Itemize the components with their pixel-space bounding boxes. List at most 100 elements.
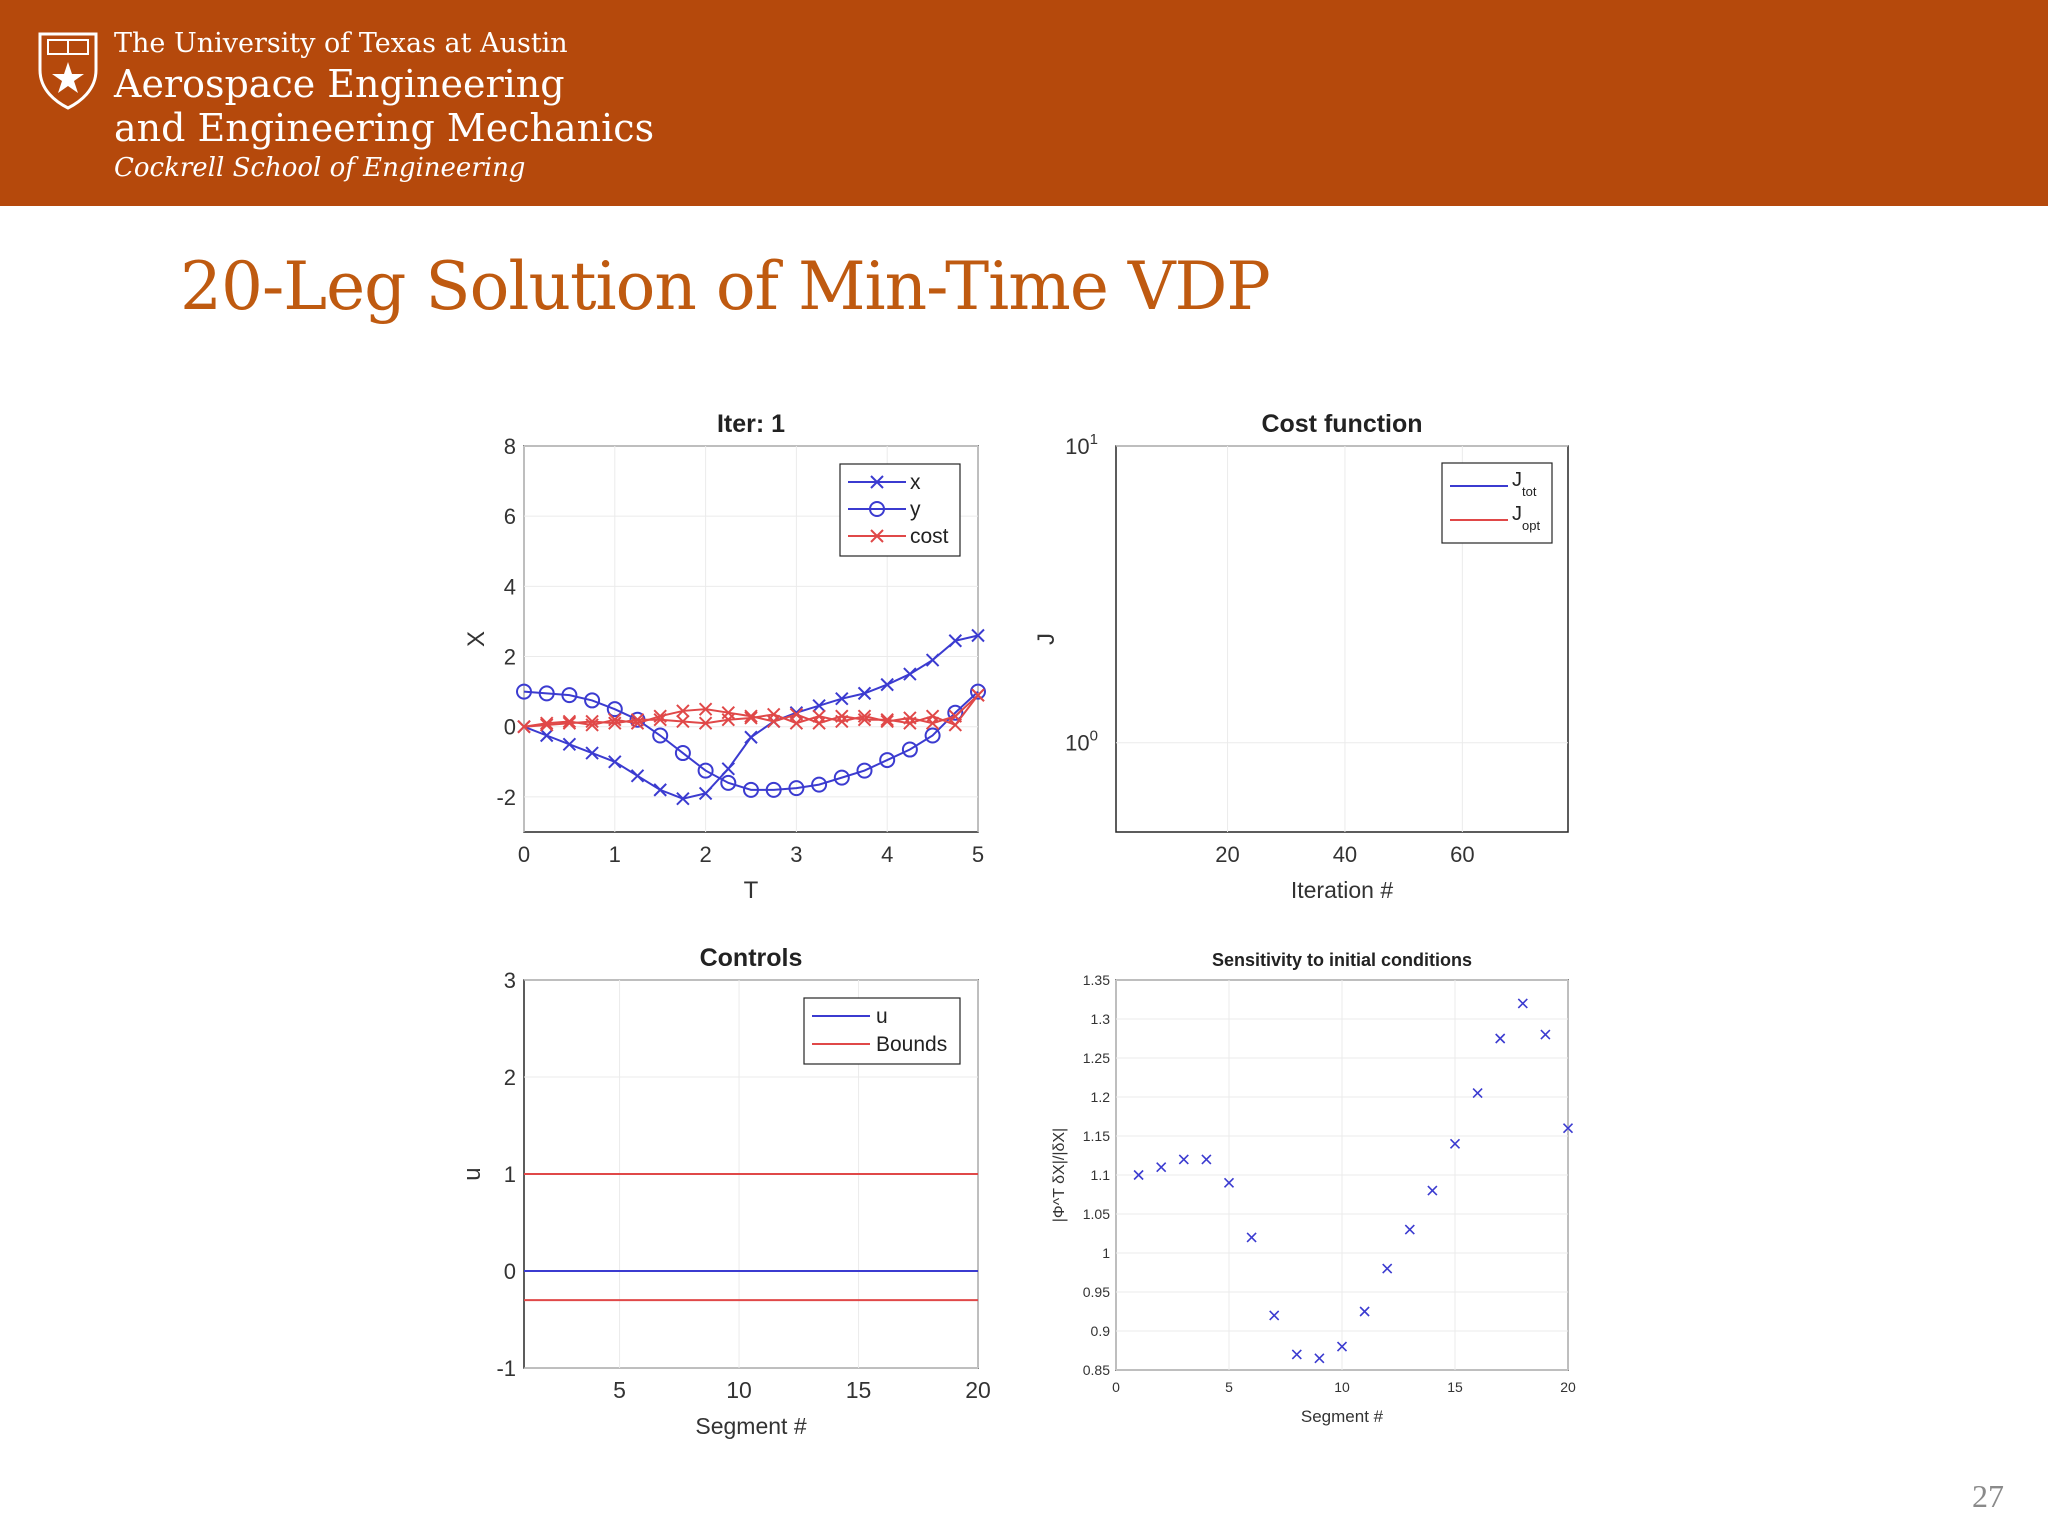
states-point-x [539, 728, 554, 743]
states-point-y [743, 781, 759, 798]
sensitivity-point [1359, 1306, 1370, 1317]
states-point-cost [585, 718, 599, 732]
controls-x-tick-label: 10 [726, 1377, 752, 1403]
sensitivity-point [1314, 1353, 1325, 1364]
sensitivity-y-tick-label: 1.1 [1091, 1167, 1111, 1183]
sensitivity-y-label: |Φ^T δX|/|δX| [1051, 1128, 1068, 1222]
states-point-cost [857, 713, 872, 727]
states-point-cost-alt [539, 718, 554, 732]
states-series-line-y [523, 690, 979, 791]
controls-title: Controls [700, 944, 803, 972]
controls-x-tick-label: 20 [965, 1377, 991, 1403]
states-point-cost-alt [721, 713, 736, 727]
cost-legend-name: J [1512, 503, 1522, 525]
sensitivity-y-tick-label: 1.2 [1091, 1089, 1111, 1105]
states-y-tick-label: 0 [504, 715, 516, 740]
states-point-x [925, 653, 940, 667]
cost-y-tick-exponent: 1 [1090, 431, 1098, 448]
states-point-y [538, 685, 555, 702]
cost-y-label: J [1033, 633, 1060, 645]
states-x-tick-label: 5 [972, 842, 984, 867]
states-point-cost [880, 713, 894, 727]
states-point-x [698, 786, 713, 801]
cost-x-tick-label: 40 [1333, 842, 1357, 867]
sensitivity-point [1517, 998, 1528, 1009]
states-point-y [720, 774, 737, 791]
cost-x-tick-label: 60 [1450, 842, 1474, 867]
cost-y-tick-exponent: 0 [1090, 728, 1098, 745]
states-point-cost [903, 716, 917, 730]
states-point-cost-alt [880, 714, 894, 729]
department-line-1: Aerospace Engineering [114, 62, 565, 106]
sensitivity-y-tick-label: 0.9 [1091, 1323, 1111, 1339]
states-point-x [721, 762, 736, 776]
slide-title: 20-Leg Solution of Min-Time VDP [180, 248, 1271, 325]
states-x-tick-label: 1 [609, 842, 621, 867]
states-title: Iter: 1 [717, 410, 785, 438]
states-legend: xy cost [839, 463, 961, 557]
controls-y-tick-label: -1 [496, 1356, 516, 1381]
chart-states: 0 1 2 3 4 5 -2 0 2 4 6 8 Iter: 1 T Xxy cost [463, 410, 986, 904]
cost-title: Cost function [1261, 410, 1422, 438]
states-y-tick-label: 2 [504, 645, 516, 670]
sensitivity-point [1562, 1123, 1574, 1134]
states-point-y [879, 752, 896, 769]
sensitivity-point [1404, 1224, 1415, 1235]
sensitivity-x-tick-label: 20 [1560, 1379, 1576, 1395]
states-point-cost [562, 714, 577, 729]
states-y-tick-label: 4 [504, 574, 516, 599]
states-y-label: X [463, 631, 490, 647]
controls-legend-label-Bounds: Bounds [876, 1033, 947, 1056]
sensitivity-point [1540, 1029, 1551, 1040]
institution-block: The University of Texas at Austin Aerosp… [114, 26, 654, 186]
sensitivity-point [1156, 1162, 1167, 1173]
sensitivity-point [1291, 1349, 1302, 1360]
sensitivity-x-tick-label: 15 [1447, 1379, 1463, 1395]
states-point-y [652, 727, 669, 744]
sensitivity-y-tick-label: 1.25 [1083, 1050, 1110, 1066]
sensitivity-point [1201, 1154, 1212, 1165]
states-legend-label-y: y [910, 498, 921, 521]
states-x-tick-label: 4 [881, 842, 893, 867]
states-point-x [835, 691, 849, 706]
cost-y-tick-base: 10 [1065, 434, 1089, 459]
sensitivity-y-tick-label: 0.95 [1083, 1284, 1110, 1300]
states-point-x [676, 791, 690, 806]
sensitivity-y-tick-label: 1.15 [1083, 1128, 1110, 1144]
states-point-x [562, 737, 577, 751]
sensitivity-x-tick-label: 5 [1225, 1379, 1233, 1395]
states-point-y [947, 704, 964, 721]
states-x-tick-label: 0 [518, 842, 530, 867]
states-legend-marker-y [869, 501, 885, 517]
states-point-x [948, 634, 963, 648]
states-point-cost-alt [630, 713, 645, 727]
states-point-y [584, 692, 601, 709]
sensitivity-x-tick-label: 10 [1334, 1379, 1350, 1395]
states-point-cost [608, 713, 622, 727]
states-point-x [812, 698, 826, 713]
states-point-cost-alt [903, 711, 917, 725]
states-point-cost-alt [835, 714, 849, 729]
states-point-cost [653, 709, 667, 723]
controls-y-label: u [459, 1167, 486, 1180]
sensitivity-point [1246, 1232, 1257, 1243]
controls-y-tick-label: 3 [504, 968, 516, 993]
states-point-cost [835, 709, 849, 723]
cost-legend-name: J [1512, 469, 1522, 491]
cost-x-tick-label: 20 [1215, 842, 1239, 867]
states-point-cost-alt [517, 720, 531, 734]
states-point-y [924, 727, 941, 744]
states-x-tick-label: 3 [790, 842, 802, 867]
states-point-cost-alt [676, 714, 690, 729]
states-point-cost [676, 704, 690, 718]
sensitivity-point [1223, 1177, 1235, 1188]
controls-legend: u Bounds [803, 997, 961, 1065]
states-point-x [653, 783, 667, 797]
controls-y-tick-label: 2 [504, 1065, 516, 1090]
states-point-x [744, 730, 758, 744]
sensitivity-point [1472, 1088, 1483, 1099]
states-point-cost-alt [766, 707, 781, 722]
states-point-cost-alt [971, 688, 985, 702]
